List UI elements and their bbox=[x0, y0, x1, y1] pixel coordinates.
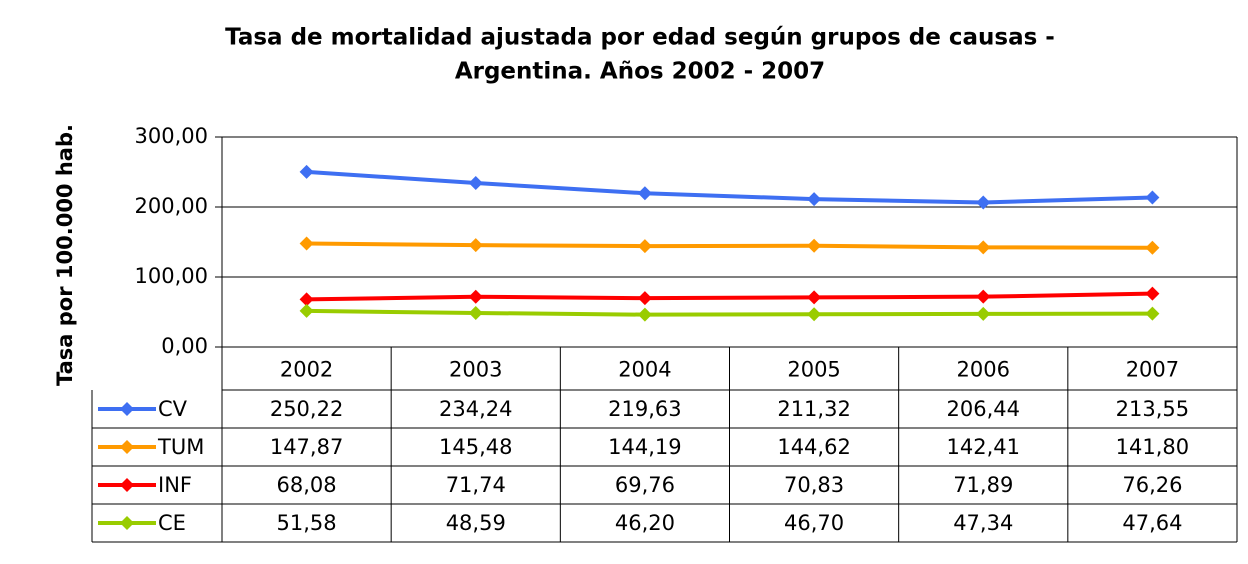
marker bbox=[807, 238, 822, 253]
x-tick-label: 2002 bbox=[280, 358, 333, 382]
legend-key bbox=[120, 478, 134, 492]
data-label: 69,76 bbox=[615, 473, 675, 497]
data-label: 46,20 bbox=[615, 511, 675, 535]
legend-key bbox=[120, 402, 134, 416]
marker bbox=[299, 236, 314, 251]
y-tick-label: 0,00 bbox=[161, 334, 208, 358]
marker bbox=[1145, 240, 1160, 255]
series-line bbox=[306, 241, 1153, 250]
legend-key bbox=[120, 516, 134, 530]
data-label: 76,26 bbox=[1122, 473, 1182, 497]
x-tick-label: 2004 bbox=[618, 358, 671, 382]
marker bbox=[468, 289, 483, 304]
marker bbox=[1145, 190, 1160, 205]
x-tick-label: 2003 bbox=[449, 358, 502, 382]
data-label: 71,74 bbox=[446, 473, 506, 497]
legend-label: CV bbox=[158, 397, 188, 421]
series-line bbox=[306, 291, 1153, 302]
marker bbox=[637, 291, 652, 306]
legend-label: CE bbox=[158, 511, 186, 535]
marker bbox=[1145, 306, 1160, 321]
data-label: 142,41 bbox=[947, 435, 1020, 459]
marker bbox=[976, 195, 991, 210]
data-label: 144,62 bbox=[777, 435, 850, 459]
y-axis-label: Tasa por 100.000 hab. bbox=[53, 124, 77, 386]
series-line bbox=[306, 308, 1153, 317]
data-label: 250,22 bbox=[270, 397, 343, 421]
marker bbox=[299, 303, 314, 318]
marker bbox=[299, 164, 314, 179]
marker bbox=[807, 192, 822, 207]
data-label: 145,48 bbox=[439, 435, 512, 459]
data-label: 46,70 bbox=[784, 511, 844, 535]
data-label: 147,87 bbox=[270, 435, 343, 459]
marker bbox=[468, 305, 483, 320]
data-label: 48,59 bbox=[446, 511, 506, 535]
x-tick-label: 2005 bbox=[787, 358, 840, 382]
data-label: 47,64 bbox=[1122, 511, 1182, 535]
marker bbox=[976, 240, 991, 255]
marker bbox=[1145, 286, 1160, 301]
data-label: 51,58 bbox=[277, 511, 337, 535]
marker bbox=[976, 289, 991, 304]
data-label: 213,55 bbox=[1116, 397, 1189, 421]
marker bbox=[807, 307, 822, 322]
data-label: 144,19 bbox=[608, 435, 681, 459]
series-line bbox=[306, 169, 1153, 205]
data-label: 234,24 bbox=[439, 397, 512, 421]
data-label: 70,83 bbox=[784, 473, 844, 497]
y-tick-label: 200,00 bbox=[135, 194, 208, 218]
legend-key bbox=[120, 440, 134, 454]
marker bbox=[299, 292, 314, 307]
data-label: 206,44 bbox=[947, 397, 1020, 421]
marker bbox=[637, 239, 652, 254]
marker bbox=[637, 307, 652, 322]
legend-label: INF bbox=[158, 473, 192, 497]
marker bbox=[468, 176, 483, 191]
marker bbox=[976, 306, 991, 321]
x-tick-label: 2006 bbox=[957, 358, 1010, 382]
data-label: 71,89 bbox=[953, 473, 1013, 497]
marker bbox=[807, 290, 822, 305]
y-tick-label: 100,00 bbox=[135, 264, 208, 288]
data-label: 219,63 bbox=[608, 397, 681, 421]
data-label: 47,34 bbox=[953, 511, 1013, 535]
data-label: 68,08 bbox=[277, 473, 337, 497]
marker bbox=[637, 186, 652, 201]
y-tick-label: 300,00 bbox=[135, 124, 208, 148]
chart-title: Argentina. Años 2002 - 2007 bbox=[455, 59, 825, 85]
chart-title: Tasa de mortalidad ajustada por edad seg… bbox=[225, 25, 1055, 51]
marker bbox=[468, 238, 483, 253]
data-label: 141,80 bbox=[1116, 435, 1189, 459]
data-label: 211,32 bbox=[777, 397, 850, 421]
x-tick-label: 2007 bbox=[1126, 358, 1179, 382]
legend-label: TUM bbox=[157, 435, 204, 459]
